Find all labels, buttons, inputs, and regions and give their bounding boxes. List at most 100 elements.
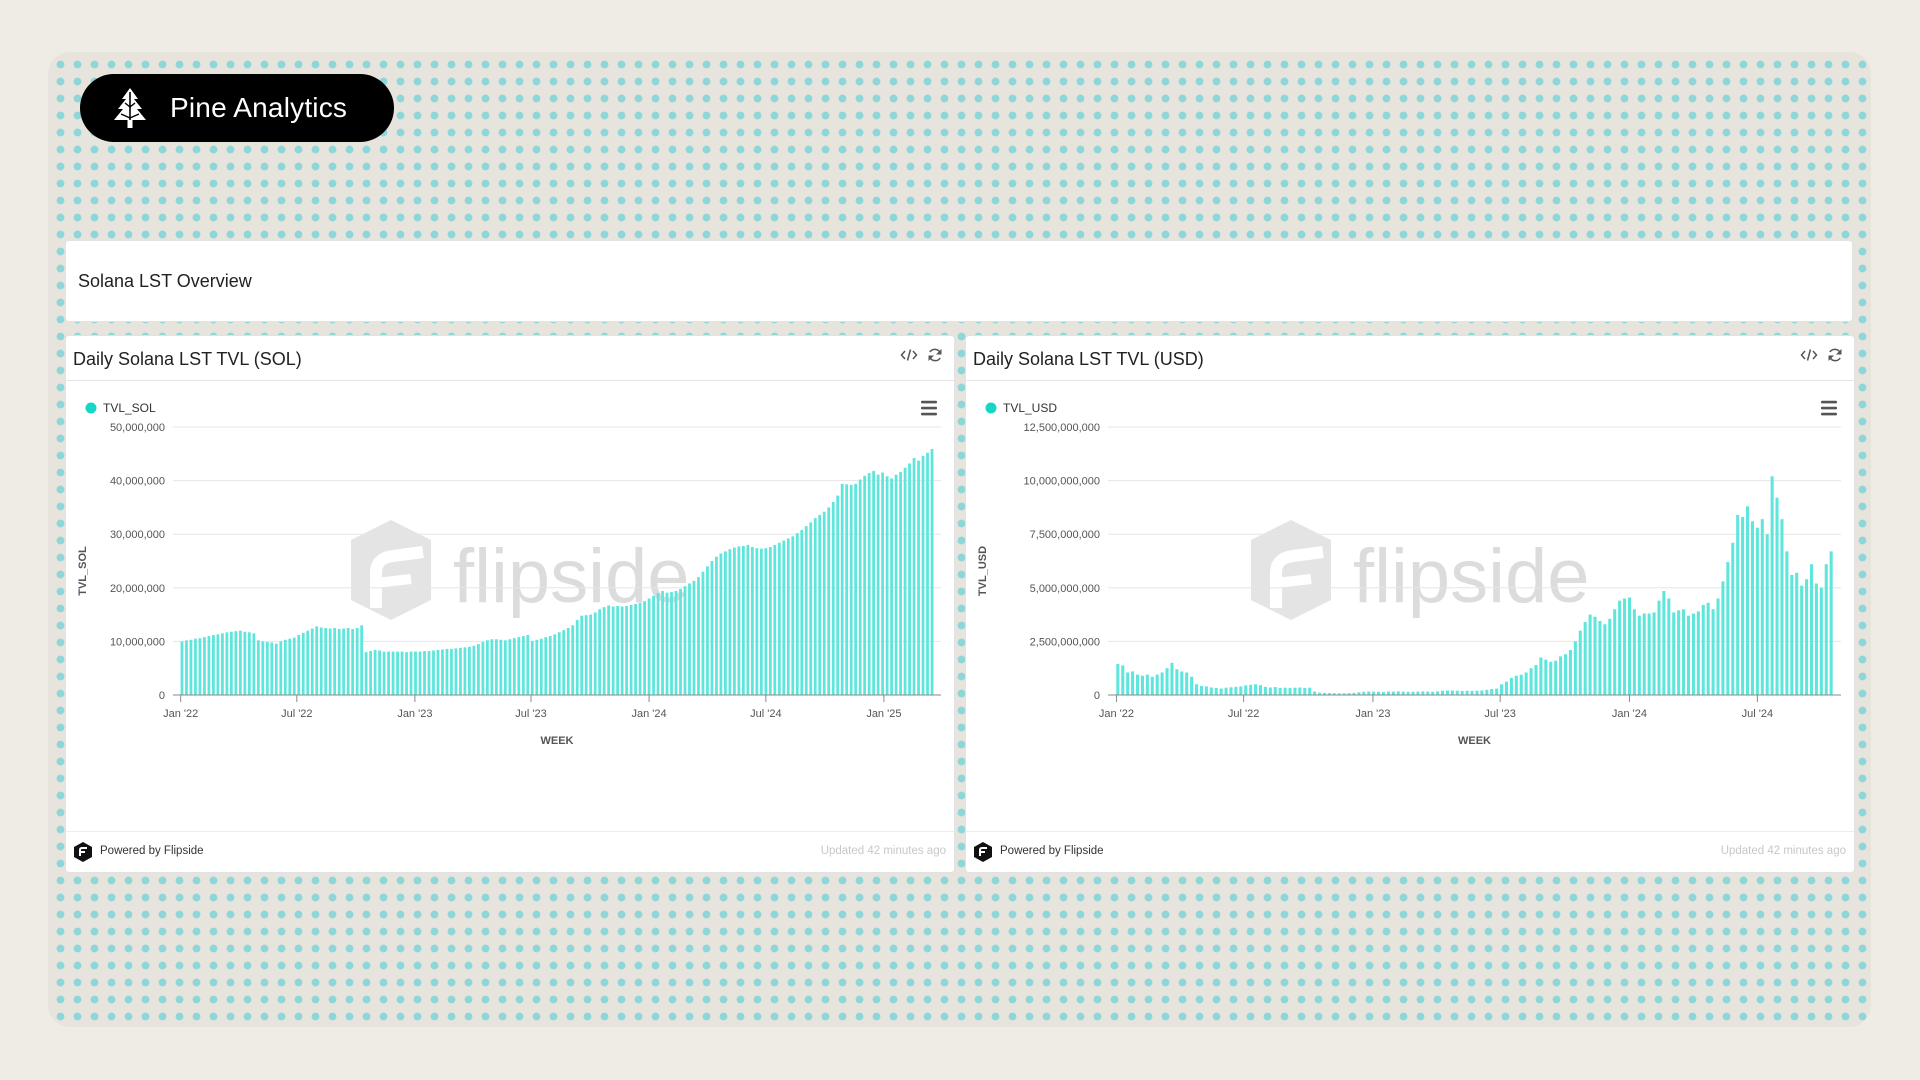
bar[interactable] [1219,688,1223,695]
bar[interactable] [1362,691,1366,695]
bar[interactable] [1750,521,1754,695]
bar[interactable] [1514,675,1518,695]
bar[interactable] [813,518,817,695]
bar[interactable] [804,526,808,695]
bar[interactable] [207,636,211,695]
bar[interactable] [786,538,790,695]
bar[interactable] [328,628,332,695]
bar[interactable] [1150,676,1154,695]
bar[interactable] [706,566,709,695]
bar[interactable] [427,651,431,695]
bar[interactable] [1627,597,1631,695]
bar[interactable] [710,561,714,695]
bar[interactable] [1308,687,1312,695]
bar[interactable] [773,544,777,695]
refresh-icon[interactable] [1826,346,1844,364]
bar[interactable] [1809,564,1814,695]
bar[interactable] [297,634,301,695]
bar[interactable] [1386,691,1390,695]
bar[interactable] [1391,691,1395,695]
bar[interactable] [728,549,732,695]
bar[interactable] [782,540,786,695]
bar[interactable] [1342,693,1346,695]
legend-item[interactable]: TVL_SOL [85,401,157,415]
bar[interactable] [800,529,804,695]
bar[interactable] [1795,572,1799,695]
bar[interactable] [333,628,337,695]
bar[interactable] [1598,621,1602,695]
bar[interactable] [1450,690,1454,696]
bar[interactable] [508,639,512,695]
bar[interactable] [562,630,566,695]
bar[interactable] [548,636,552,695]
bar[interactable] [360,625,364,695]
powered-by-link[interactable]: Powered by Flipside [1000,845,1104,857]
bar[interactable] [319,627,323,695]
bar[interactable] [580,615,584,695]
legend-item[interactable]: TVL_USD [985,401,1058,415]
bar[interactable] [1829,551,1833,695]
bar[interactable] [1691,613,1695,695]
bar[interactable] [468,646,471,695]
bar[interactable] [1696,611,1700,695]
bar[interactable] [809,522,813,695]
bar[interactable] [526,634,530,695]
bar[interactable] [490,639,494,695]
bar[interactable] [1534,664,1538,695]
bar[interactable] [566,628,570,695]
bar[interactable] [1775,497,1779,695]
bar[interactable] [279,641,283,695]
bar[interactable] [1721,581,1725,695]
bar[interactable] [1298,687,1302,696]
bar[interactable] [634,603,637,695]
bar[interactable] [265,641,269,695]
bar[interactable] [683,586,687,695]
bar[interactable] [1441,690,1445,695]
bar[interactable] [306,630,310,695]
bar[interactable] [688,583,691,695]
bar[interactable] [1140,675,1144,695]
chart-menu-icon[interactable] [1821,400,1837,416]
bar[interactable] [755,548,759,695]
bar[interactable] [1524,672,1528,695]
bar[interactable] [836,495,840,695]
bar[interactable] [1544,659,1548,695]
bar[interactable] [378,650,381,695]
bar[interactable] [1785,551,1789,695]
bar[interactable] [584,615,588,695]
bar[interactable] [1199,686,1203,695]
bar[interactable] [1283,687,1287,695]
bar[interactable] [1686,615,1691,695]
bar[interactable] [229,631,233,695]
bar[interactable] [1573,641,1577,695]
bar[interactable] [903,467,907,695]
bar[interactable] [432,650,435,695]
bar[interactable] [203,637,206,695]
bar[interactable] [1647,613,1651,695]
bar[interactable] [611,606,615,695]
bar[interactable] [791,536,795,695]
bar[interactable] [1135,674,1140,695]
bar[interactable] [1352,692,1356,695]
bar[interactable] [454,648,458,695]
bar[interactable] [1263,686,1267,695]
bar[interactable] [503,640,507,695]
bar[interactable] [1682,609,1686,695]
bar[interactable] [697,577,700,695]
bar[interactable] [481,641,485,695]
bar[interactable] [1175,669,1179,695]
bar[interactable] [180,641,184,695]
bar[interactable] [1185,672,1189,695]
bar[interactable] [1652,612,1656,695]
bar[interactable] [1741,517,1745,695]
bar[interactable] [890,478,893,695]
bar[interactable] [656,593,660,695]
bar[interactable] [822,511,826,695]
bar[interactable] [1824,564,1828,695]
bar[interactable] [715,556,718,695]
bar[interactable] [908,463,911,695]
bar[interactable] [1126,672,1130,695]
bar[interactable] [517,637,521,695]
bar[interactable] [521,636,525,695]
bar[interactable] [854,483,858,695]
